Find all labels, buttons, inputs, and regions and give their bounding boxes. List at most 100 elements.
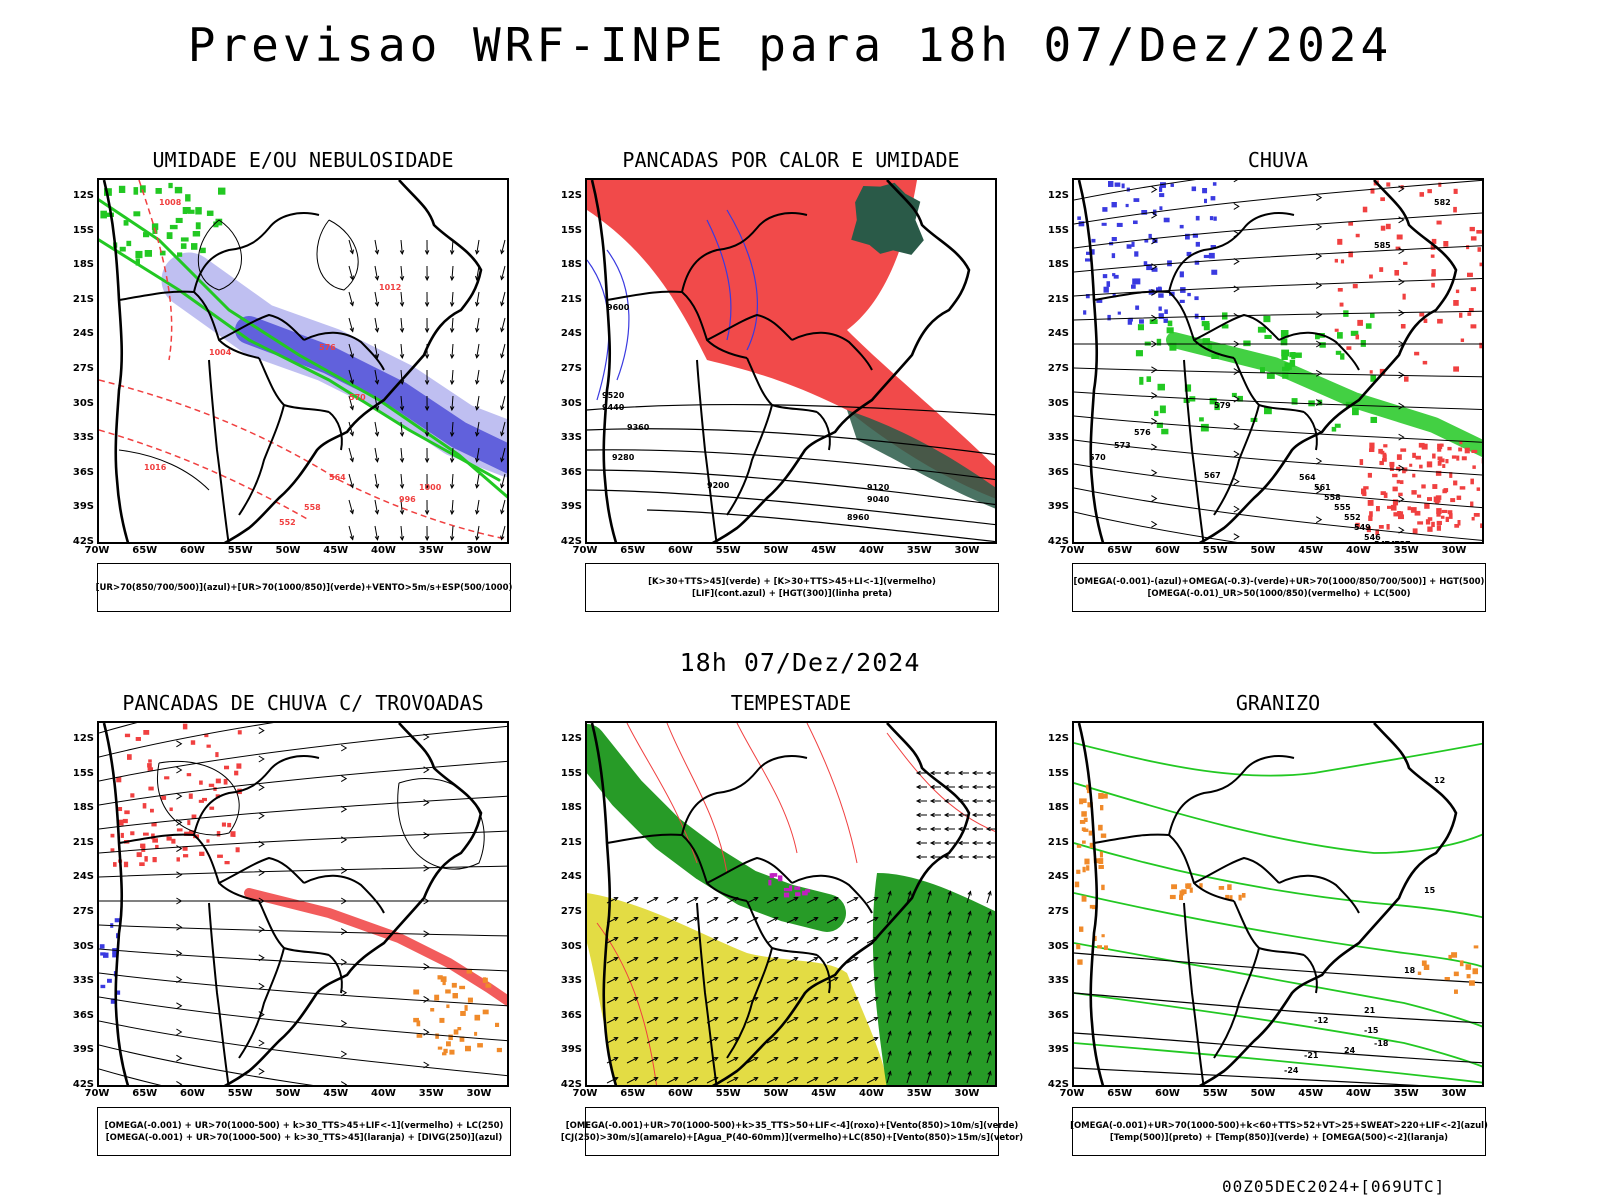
longitude-tick-label: 35W (1393, 1088, 1419, 1099)
longitude-tick-label: 50W (275, 1088, 301, 1099)
latitude-tick-label: 15S (560, 224, 582, 236)
latitude-tick-label: 12S (560, 190, 582, 201)
latitude-tick-label: 39S (560, 501, 582, 513)
latitude-tick-label: 12S (72, 733, 94, 744)
contour-label: -24 (1284, 1066, 1299, 1075)
latitude-tick-label: 21S (560, 836, 582, 848)
latitude-tick-label: 24S (560, 871, 582, 883)
contour-label: 561 (1314, 483, 1331, 492)
longitude-tick-label: 30W (466, 1088, 492, 1099)
longitude-tick-label: 45W (323, 545, 349, 556)
contour-label: 555 (1334, 503, 1351, 512)
latitude-tick-label: 15S (1047, 224, 1069, 236)
latitude-tick-label: 18S (72, 802, 94, 814)
latitude-tick-label: 21S (560, 293, 582, 305)
contour-label: 546 (1364, 533, 1381, 542)
latitude-tick-label: 36S (560, 1009, 582, 1021)
coastline-and-borders (102, 723, 483, 1085)
high-pressure-loops (157, 761, 485, 870)
latitude-tick-label: 33S (560, 975, 582, 987)
longitude-tick-label: 70W (1059, 1088, 1085, 1099)
longitude-tick-label: 35W (418, 1088, 444, 1099)
map-canvas (99, 723, 507, 1085)
latitude-tick-label: 36S (560, 466, 582, 478)
hail-orange-offshore (1417, 945, 1479, 994)
panel-title: PANCADAS DE CHUVA C/ TROVOADAS (122, 691, 484, 715)
legend-line: [LIF](cont.azul) + [HGT(300)](linha pret… (691, 588, 893, 599)
latitude-tick-label: 24S (1047, 328, 1069, 340)
latitude-tick-label: 15S (72, 767, 94, 779)
latitude-tick-label: 42S (72, 536, 94, 547)
contour-label: 18 (1404, 966, 1416, 975)
contour-label: 585 (1374, 241, 1391, 250)
longitude-tick-label: 40W (859, 545, 884, 556)
contour-label: 21 (1364, 1006, 1376, 1015)
legend-line: [OMEGA(-0.001) + UR>70(1000-500) + k>30_… (105, 1132, 503, 1143)
latitude-tick-label: 18S (560, 802, 582, 814)
longitude-tick-label: 30W (954, 545, 980, 556)
latitude-tick-label: 39S (560, 1044, 582, 1056)
latitude-tick-label: 33S (1047, 432, 1069, 444)
longitude-tick-label: 35W (418, 545, 444, 556)
latitude-tick-label: 24S (1047, 871, 1069, 883)
coastline-and-borders (590, 180, 971, 542)
longitude-tick-label: 50W (275, 545, 301, 556)
latitude-tick-label: 33S (560, 432, 582, 444)
contour-label: 1000 (419, 483, 442, 492)
rain-band-green (1166, 332, 1482, 457)
latitude-tick-label: 18S (1047, 802, 1069, 814)
severe-storm-purple-cells (768, 873, 811, 898)
legend-line: [UR>70(850/700/500)](azul)+[UR>70(1000/8… (95, 582, 513, 593)
latitude-tick-label: 42S (1047, 1079, 1069, 1090)
longitude-tick-label: 55W (715, 1088, 741, 1099)
rain-heavy-red-cells (1355, 441, 1482, 536)
longitude-tick-label: 30W (466, 545, 492, 556)
latitude-tick-label: 30S (72, 397, 94, 409)
legend-box: [OMEGA(-0.001) + UR>70(1000-500) + k>30_… (97, 1107, 511, 1156)
latitude-tick-label: 39S (72, 501, 94, 513)
precipitable-water-contours-red (596, 723, 995, 1085)
forecast-time-caption: 18h 07/Dez/2024 (679, 648, 921, 677)
humidity-contour-green-1 (99, 198, 507, 499)
latitude-tick-label: 30S (72, 940, 94, 952)
latitude-tick-label: 36S (72, 1009, 94, 1021)
latitude-tick-label: 33S (1047, 975, 1069, 987)
contour-label: 564 (1299, 473, 1316, 482)
contour-label: 558 (304, 503, 321, 512)
contour-label: 558 (1324, 493, 1341, 502)
latitude-tick-label: 39S (1047, 501, 1069, 513)
forecast-map (97, 721, 509, 1087)
latitude-tick-label: 21S (1047, 836, 1069, 848)
hail-orange-cells (1074, 784, 1108, 965)
longitude-tick-label: 60W (1155, 545, 1180, 556)
contour-label: 552 (1344, 513, 1361, 522)
latitude-tick-label: 42S (560, 1079, 582, 1090)
legend-line: [OMEGA(-0.01)_UR>50(1000/850)(vermelho) … (1147, 588, 1411, 599)
contour-label: 9440 (602, 403, 625, 412)
coastline-and-borders (590, 723, 971, 1085)
map-canvas: 9600 9440 9520 9360 9280 9200 9120 9040 8960 (587, 180, 995, 542)
longitude-tick-label: 30W (1441, 545, 1467, 556)
panel-title: PANCADAS POR CALOR E UMIDADE (622, 148, 960, 172)
humidity-band-blue (235, 316, 507, 474)
longitude-tick-label: 60W (1155, 1088, 1180, 1099)
longitude-tick-label: 45W (1298, 545, 1324, 556)
geopotential-300hpa-contours (587, 403, 995, 542)
forecast-map: 12 15 18 21 24 -12 -15 -18 -21 -24 (1072, 721, 1484, 1087)
contour-label: 1004 (209, 348, 232, 357)
latitude-tick-label: 39S (1047, 1044, 1069, 1056)
longitude-tick-label: 40W (371, 1088, 396, 1099)
longitude-tick-label: 50W (763, 545, 789, 556)
contour-label: 9600 (607, 303, 630, 312)
longitude-tick-label: 70W (1059, 545, 1085, 556)
longitude-tick-label: 60W (180, 1088, 205, 1099)
contour-label: 9040 (867, 495, 890, 504)
contour-label: 8960 (847, 513, 870, 522)
latitude-tick-label: 27S (560, 363, 582, 374)
longitude-tick-label: 40W (371, 545, 396, 556)
longitude-tick-label: 60W (668, 545, 693, 556)
panel-title: TEMPESTADE (730, 691, 852, 715)
latitude-tick-label: 21S (1047, 293, 1069, 305)
wind-vectors (348, 239, 506, 542)
